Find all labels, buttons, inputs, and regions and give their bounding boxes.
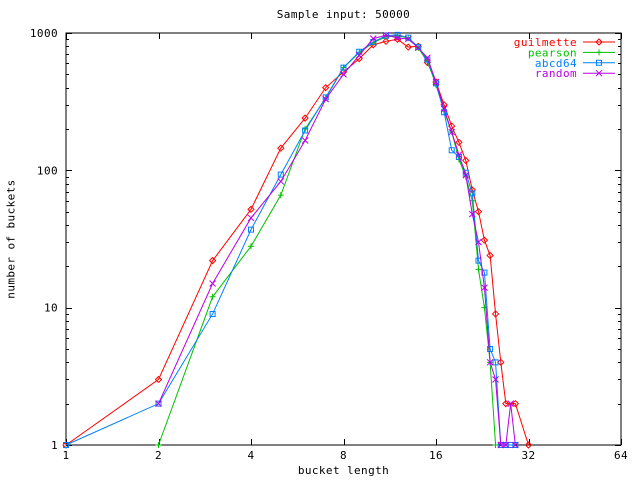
series-line-guilmette (65, 38, 529, 446)
x-tick-label-16: 16 (429, 449, 443, 462)
x-tick-label-1: 1 (62, 449, 69, 462)
series-markers-random (155, 31, 519, 449)
x-axis-label: bucket length (297, 464, 390, 477)
x-tick-label-64: 64 (614, 449, 628, 462)
legend-label-random: random (535, 67, 577, 80)
y-axis-label: number of buckets (4, 179, 18, 299)
series-line-abcd64 (65, 34, 516, 446)
x-tick-label-4: 4 (247, 449, 254, 462)
y-tick-label-1000: 1000 (30, 27, 58, 40)
legend-label-guilmette: guilmette (514, 36, 577, 49)
x-tick-label-2: 2 (155, 449, 162, 462)
legend-marker-abcd64-icon (596, 59, 602, 66)
y-tick-label-1: 1 (51, 439, 58, 452)
x-tick-label-8: 8 (340, 449, 347, 462)
legend-marker-guilmette-icon (595, 38, 603, 46)
legend-label-abcd64: abcd64 (535, 57, 577, 70)
legend-marker-random-icon (595, 69, 603, 77)
y-tick-label-100: 100 (37, 164, 58, 177)
legend-label-pearson: pearson (528, 46, 577, 59)
legend-marker-pearson-icon (596, 49, 602, 56)
chart-title: Sample input: 50000 (276, 8, 411, 21)
y-tick-label-10: 10 (44, 302, 58, 315)
x-tick-label-32: 32 (521, 449, 535, 462)
series-line-random (158, 34, 516, 446)
series-markers-abcd64 (63, 31, 519, 448)
plot-border (65, 32, 622, 446)
series-markers-guilmette (62, 35, 533, 449)
